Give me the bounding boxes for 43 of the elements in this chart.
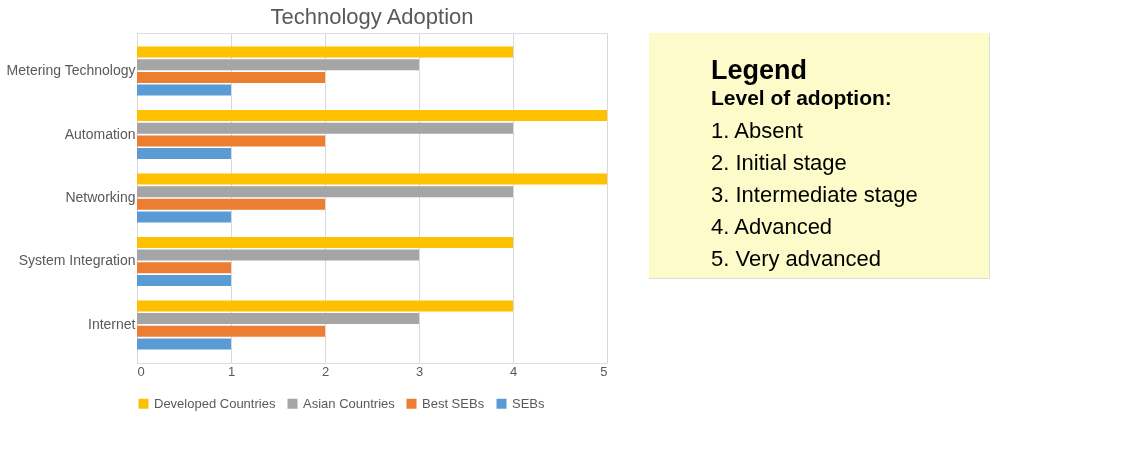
- text: 3. Intermediate stage: [711, 182, 918, 207]
- bar: [137, 135, 325, 147]
- bar: [137, 110, 607, 121]
- text: 5. Very advanced: [711, 246, 882, 271]
- bar: [137, 313, 419, 325]
- text: 2. Initial stage: [711, 150, 847, 175]
- text: Level of adoption:: [711, 86, 892, 109]
- bar: [137, 262, 231, 274]
- bar: [137, 71, 325, 83]
- bar: [137, 236, 513, 248]
- bar: [137, 59, 419, 71]
- x-tick-label: 2: [321, 363, 330, 379]
- bar: [137, 148, 231, 160]
- bar: [137, 325, 325, 337]
- bar: [137, 46, 513, 58]
- x-tick-label: 0: [137, 363, 145, 379]
- y-tick-label: Metering Technology: [6, 62, 136, 79]
- bar: [137, 84, 231, 96]
- bar: [137, 249, 419, 261]
- x-tick-label: 4: [509, 363, 518, 379]
- y-tick-label: Automation: [64, 125, 136, 142]
- bar: [137, 300, 513, 312]
- bar: [137, 198, 325, 210]
- x-tick-label: 1: [227, 363, 236, 379]
- text: 1. Absent: [711, 118, 803, 143]
- text: Legend: [711, 55, 808, 85]
- text: 4. Advanced: [711, 214, 833, 239]
- bar: [137, 122, 513, 134]
- legend-label: Best SEBs: [422, 395, 485, 411]
- y-tick-label: Internet: [88, 315, 136, 332]
- legend-label: Developed Countries: [154, 395, 276, 411]
- legend-label: Asian Countries: [303, 395, 396, 411]
- legend-label: SEBs: [512, 395, 546, 411]
- bar: [137, 338, 231, 350]
- bar: [137, 173, 607, 185]
- y-tick-label: System Integration: [18, 252, 136, 269]
- x-tick-label: 3: [415, 363, 424, 379]
- x-tick-label: 5: [600, 363, 608, 379]
- chart-title: Technology Adoption: [270, 4, 474, 29]
- bar: [137, 211, 231, 223]
- bar: [137, 186, 513, 198]
- y-tick-label: Networking: [65, 189, 136, 205]
- bar: [137, 275, 231, 286]
